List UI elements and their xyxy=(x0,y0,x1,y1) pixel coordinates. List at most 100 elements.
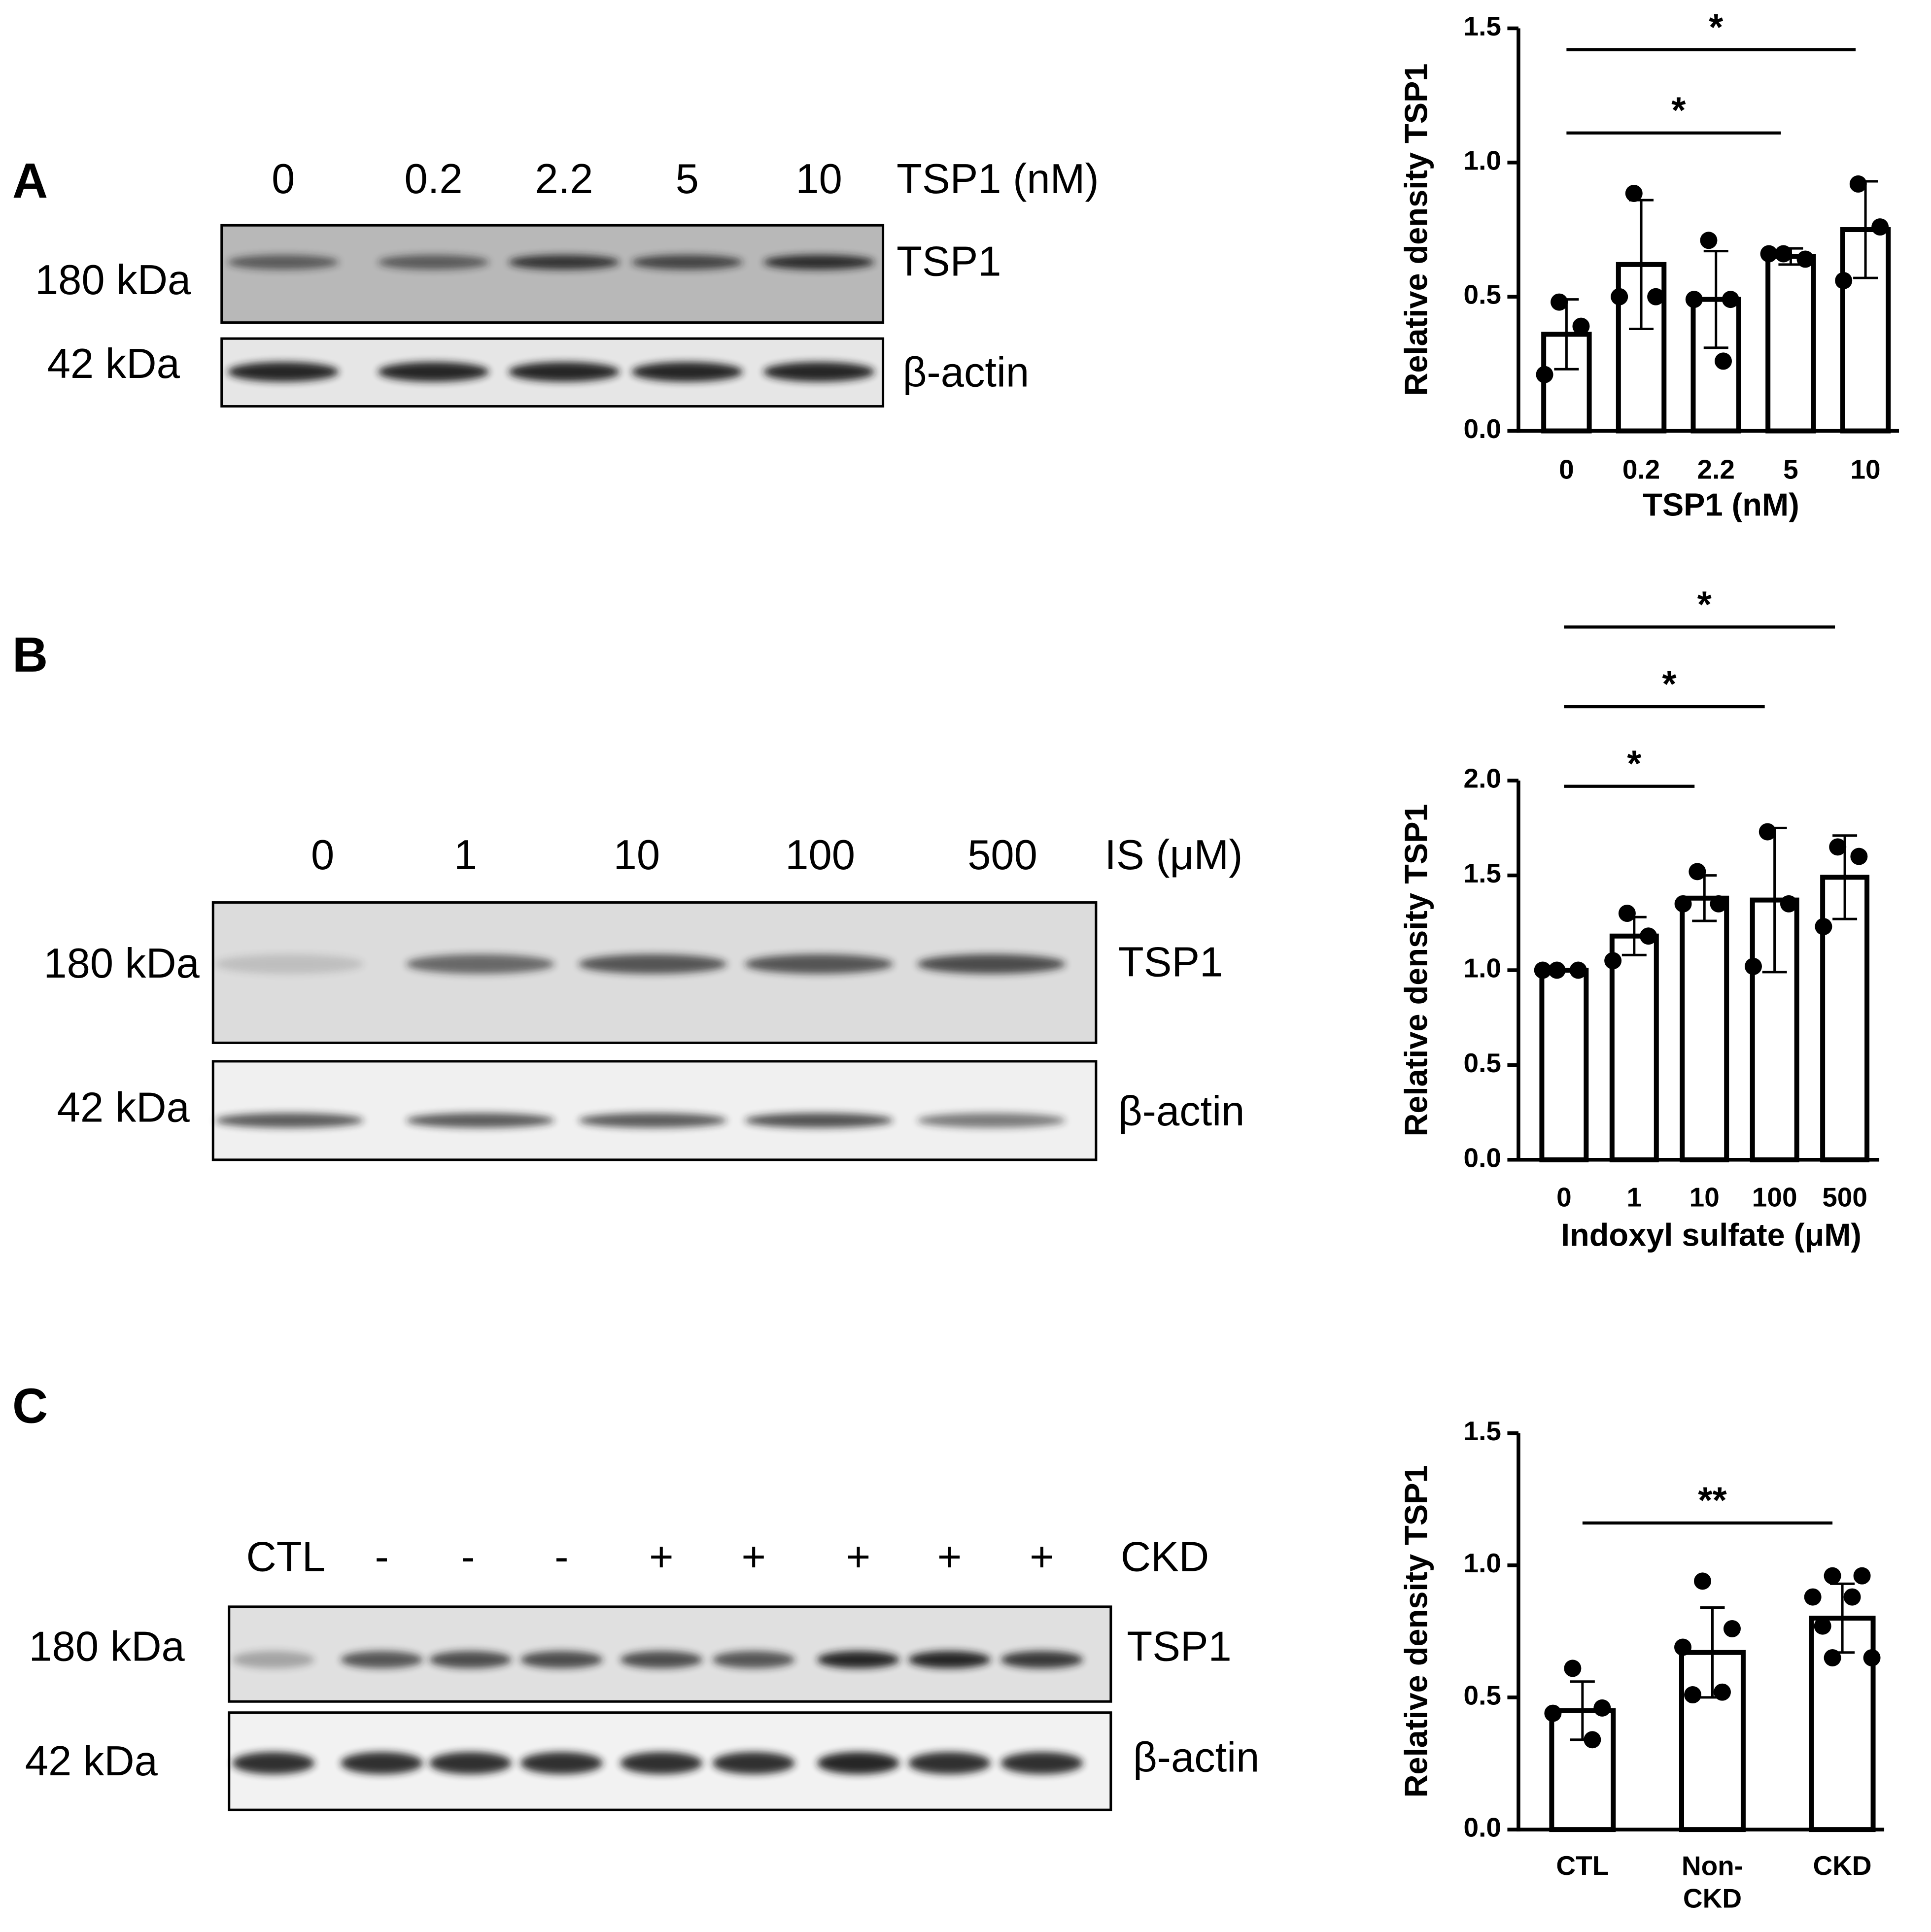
data-point xyxy=(1544,1704,1562,1722)
significance-label: * xyxy=(1709,6,1724,48)
bar xyxy=(1539,967,1589,1162)
protein-label: TSP1 xyxy=(1127,1624,1231,1670)
data-point xyxy=(1759,823,1776,841)
blot-band xyxy=(227,255,339,270)
data-point xyxy=(1618,905,1636,922)
data-point xyxy=(1693,1572,1711,1590)
y-axis-label: Relative density TSP1 xyxy=(1398,1465,1434,1797)
data-point xyxy=(1775,245,1793,263)
lane-title: IS (μM) xyxy=(1104,832,1242,879)
y-axis-label: Relative density TSP1 xyxy=(1398,63,1434,396)
data-point xyxy=(1850,847,1868,865)
blot-band xyxy=(578,1113,727,1128)
data-point xyxy=(1843,1588,1861,1606)
x-tick-label: 1 xyxy=(1627,1182,1642,1212)
x-axis-label: Indoxyl sulfate (μM) xyxy=(1561,1217,1862,1253)
band-size: 42 kDa xyxy=(57,1084,190,1131)
data-point xyxy=(1824,1567,1841,1585)
data-point xyxy=(1853,1567,1871,1585)
blot-band xyxy=(908,1651,991,1668)
lane-title: TSP1 (nM) xyxy=(897,156,1099,203)
data-point xyxy=(1780,895,1797,913)
blot-band xyxy=(712,1651,795,1668)
blot-band xyxy=(763,255,875,270)
data-point xyxy=(1569,961,1587,979)
data-point xyxy=(1536,366,1553,383)
blot-band xyxy=(429,1752,512,1774)
y-tick-label: 1.0 xyxy=(1464,953,1501,983)
data-point xyxy=(1722,291,1739,308)
blot-background xyxy=(220,224,885,324)
blot-band xyxy=(620,1651,703,1668)
x-tick-label: 0.2 xyxy=(1622,454,1660,485)
blot-band xyxy=(520,1752,603,1774)
lane-label: 2.2 xyxy=(535,156,593,203)
x-axis-label: TSP1 (nM) xyxy=(1643,487,1799,523)
data-point xyxy=(1584,1731,1601,1749)
blot-band xyxy=(232,1651,315,1668)
data-point xyxy=(1760,245,1778,263)
y-tick-label: 0.0 xyxy=(1464,413,1501,444)
lane-label: CTL xyxy=(246,1533,325,1580)
y-tick-label: 1.0 xyxy=(1464,1548,1501,1578)
blot-band xyxy=(406,1113,554,1128)
blot-band xyxy=(227,362,339,382)
x-tick-label: 500 xyxy=(1822,1182,1867,1212)
y-tick-label: 0.0 xyxy=(1464,1812,1501,1843)
blot-band xyxy=(908,1752,991,1774)
x-tick-label: 0 xyxy=(1559,454,1574,485)
lane-label: 0 xyxy=(311,832,334,879)
bar xyxy=(1680,895,1729,1162)
blot-band xyxy=(429,1651,512,1668)
lane-label: + xyxy=(741,1533,766,1580)
x-tick-label: 100 xyxy=(1752,1182,1797,1212)
data-point xyxy=(1715,352,1732,370)
lane-label: 100 xyxy=(785,832,855,879)
data-point xyxy=(1710,895,1727,913)
y-tick-label: 1.5 xyxy=(1464,858,1501,888)
blot-band xyxy=(232,1752,315,1774)
lane-label: 1 xyxy=(454,832,477,879)
data-point xyxy=(1604,952,1622,970)
lane-label: + xyxy=(1030,1533,1054,1580)
x-tick-label: Non-CKD xyxy=(1682,1850,1743,1913)
data-point xyxy=(1804,1588,1822,1606)
protein-label: β-actin xyxy=(1118,1088,1245,1135)
data-point xyxy=(1713,1683,1731,1701)
lane-label: + xyxy=(937,1533,962,1580)
data-point xyxy=(1689,863,1706,881)
data-point xyxy=(1674,895,1692,913)
lane-label: 0.2 xyxy=(405,156,463,203)
data-point xyxy=(1534,961,1552,979)
data-point xyxy=(1744,957,1762,975)
blot-band xyxy=(917,1113,1066,1128)
x-tick-label: 2.2 xyxy=(1697,454,1735,485)
data-point xyxy=(1700,232,1718,249)
y-tick-label: 1.5 xyxy=(1464,1416,1501,1446)
lane-title: CKD xyxy=(1121,1533,1209,1580)
data-point xyxy=(1647,288,1665,305)
y-tick-label: 0.5 xyxy=(1464,279,1501,310)
x-tick-label: 10 xyxy=(1850,454,1880,485)
data-point xyxy=(1863,1649,1881,1666)
blot-band xyxy=(406,954,554,974)
band-size: 180 kDa xyxy=(43,940,200,987)
panel-letter: C xyxy=(12,1379,48,1433)
blot-band xyxy=(508,255,620,270)
significance-label: * xyxy=(1697,583,1712,625)
y-axis-label: Relative density TSP1 xyxy=(1398,804,1434,1136)
lane-label: 0 xyxy=(272,156,295,203)
lane-label: - xyxy=(375,1533,388,1580)
lane-label: + xyxy=(846,1533,871,1580)
data-point xyxy=(1548,961,1566,979)
significance-label: * xyxy=(1662,663,1677,705)
protein-label: β-actin xyxy=(903,349,1030,396)
significance-label: * xyxy=(1627,743,1642,784)
data-point xyxy=(1611,288,1628,305)
bar xyxy=(1765,254,1816,434)
x-tick-label: CTL xyxy=(1556,1850,1609,1881)
y-tick-label: 0.5 xyxy=(1464,1048,1501,1078)
data-point xyxy=(1723,1620,1741,1637)
